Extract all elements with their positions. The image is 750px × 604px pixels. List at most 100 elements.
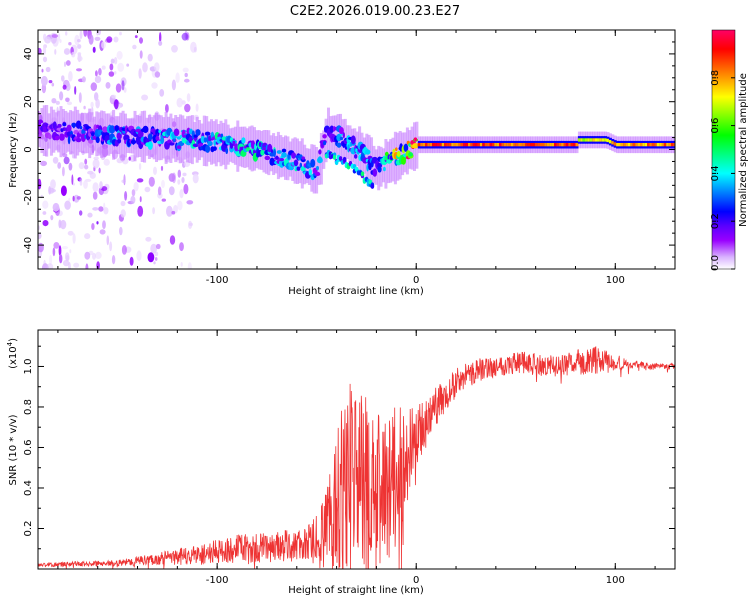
heatmap-cell: [395, 147, 398, 151]
heatmap-cell: [59, 254, 63, 264]
y-tick-label: 0.4: [23, 480, 34, 496]
heatmap-cell: [219, 120, 223, 167]
heatmap-cell: [77, 39, 81, 43]
heatmap-cell: [342, 132, 345, 139]
heatmap-cell: [225, 147, 229, 154]
heatmap-cell: [659, 143, 663, 147]
heatmap-cell: [587, 138, 591, 142]
x-tick-label: 100: [606, 275, 625, 286]
heatmap-cell: [556, 143, 560, 147]
heatmap-cell: [165, 104, 169, 113]
heatmap-cell: [549, 143, 553, 147]
heatmap-cell: [342, 156, 347, 162]
heatmap-cell: [38, 178, 42, 190]
heatmap-cell: [106, 235, 110, 246]
heatmap-cell: [109, 125, 116, 134]
heatmap-cell: [620, 143, 624, 147]
heatmap-cell: [494, 143, 498, 147]
heatmap-cell: [59, 133, 65, 141]
heatmap-cell: [67, 135, 71, 145]
heatmap-cell: [50, 188, 56, 193]
heatmap-cell: [159, 89, 165, 97]
colorbar-tick-label: 0.4: [710, 165, 721, 181]
heatmap-cell: [518, 143, 522, 147]
heatmap-cell: [338, 127, 344, 135]
heatmap-cell: [204, 131, 211, 136]
heatmap-cell: [468, 143, 471, 147]
heatmap-cell: [608, 140, 612, 144]
heatmap-cell: [72, 123, 76, 129]
heatmap-cell: [128, 156, 131, 161]
heatmap-cell: [479, 143, 483, 147]
heatmap-cell: [96, 221, 99, 225]
heatmap-cell: [148, 176, 155, 187]
heatmap-cell: [184, 72, 188, 78]
heatmap-cell: [316, 166, 319, 171]
heatmap-cell: [57, 162, 62, 169]
heatmap-cell: [52, 156, 59, 164]
heatmap-cell: [49, 254, 53, 266]
heatmap-cell: [577, 138, 581, 142]
heatmap-cell: [472, 143, 476, 147]
heatmap-cell: [145, 117, 149, 156]
y-tick-label: 40: [23, 48, 34, 61]
heatmap-cell: [66, 101, 73, 106]
heatmap-cell: [154, 251, 159, 257]
heatmap-cell: [334, 115, 338, 154]
heatmap-cell: [582, 138, 586, 142]
heatmap-cell: [117, 62, 125, 72]
heatmap-cell: [52, 247, 56, 257]
heatmap-cell: [76, 132, 81, 139]
heatmap-cell: [142, 125, 149, 133]
heatmap-cell: [179, 242, 184, 252]
heatmap-cell: [412, 143, 419, 149]
heatmap-cell: [95, 98, 100, 109]
heatmap-cell: [436, 143, 440, 147]
heatmap-cell: [99, 229, 106, 235]
heatmap-cell: [546, 143, 550, 147]
heatmap-cell: [110, 58, 115, 64]
heatmap-cell: [630, 143, 634, 147]
heatmap-cell: [84, 158, 88, 165]
heatmap-cell: [90, 82, 98, 91]
heatmap-cell: [65, 97, 70, 103]
x-tick-label: 0: [413, 275, 419, 286]
heatmap-cell: [565, 143, 569, 147]
heatmap-cell: [116, 50, 123, 60]
heatmap-cell: [635, 143, 639, 147]
heatmap-cell: [318, 149, 322, 155]
heatmap-cell: [76, 68, 82, 72]
heatmap-cell: [628, 143, 631, 147]
heatmap-cell: [649, 143, 653, 147]
heatmap-cell: [67, 230, 74, 236]
heatmap-cell: [58, 33, 61, 41]
heatmap-cell: [184, 103, 191, 113]
heatmap-cell: [88, 139, 94, 144]
snr-panel: -100 0 100 0.2 0.4 0.6 0.8 1.0 Height of straig…: [6, 329, 676, 596]
heatmap-cell: [153, 166, 157, 175]
heatmap-cell: [50, 215, 54, 221]
heatmap-cell: [205, 144, 211, 153]
heatmap-cell: [427, 143, 431, 147]
heatmap-cell: [213, 139, 217, 146]
heatmap-cell: [372, 168, 378, 177]
heatmap-cell: [92, 191, 98, 200]
heatmap-cell: [102, 220, 106, 230]
heatmap-cell: [48, 186, 52, 195]
heatmap-cell: [60, 185, 67, 197]
heatmap-cell: [568, 143, 572, 147]
heatmap-cell: [347, 144, 350, 153]
heatmap-cell: [200, 135, 205, 144]
heatmap-cell: [336, 142, 342, 148]
heatmap-cell: [114, 99, 119, 110]
heatmap-cell: [91, 132, 95, 137]
heatmap-cell: [121, 179, 126, 183]
heatmap-cell: [109, 63, 114, 71]
heatmap-cell: [160, 165, 164, 171]
heatmap-cell: [460, 143, 464, 147]
heatmap-cell: [425, 143, 428, 147]
heatmap-cell: [141, 94, 149, 101]
heatmap-cell: [408, 130, 412, 169]
heatmap-cell: [637, 143, 641, 147]
